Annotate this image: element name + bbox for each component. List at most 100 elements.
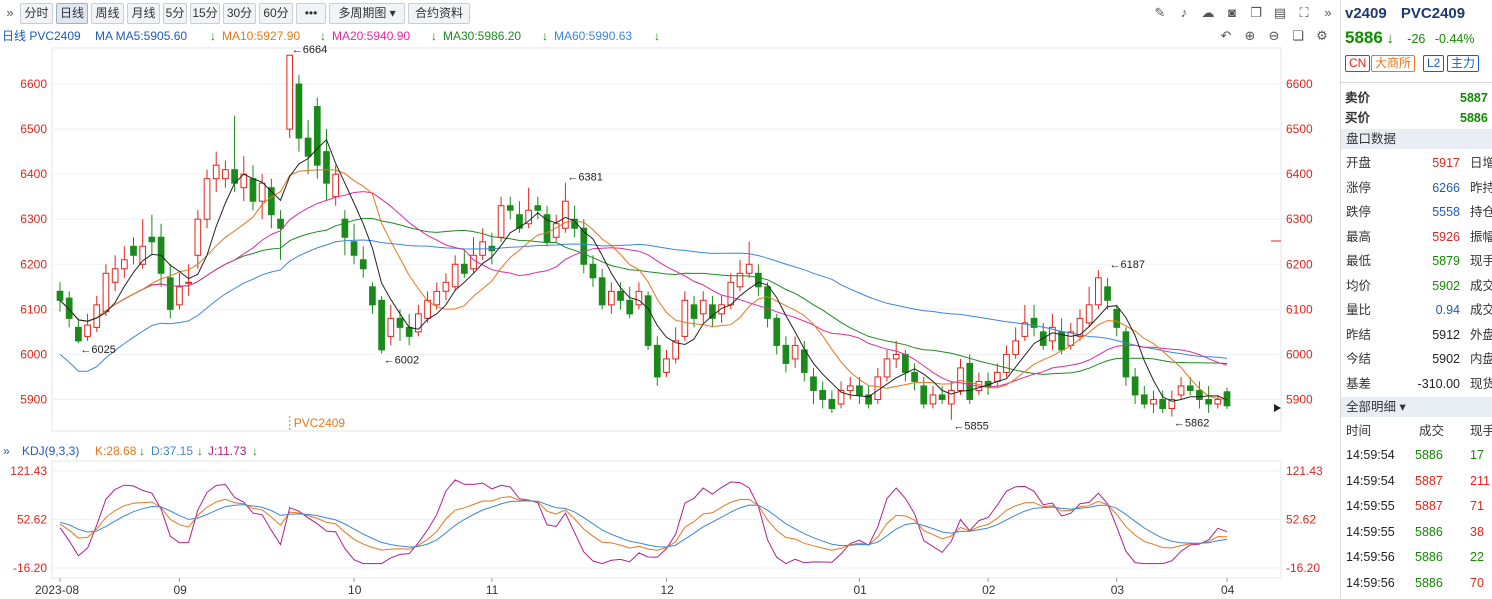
period-button-6[interactable]: 30分: [223, 3, 256, 24]
fullscreen-icon[interactable]: ⛶: [1299, 5, 1309, 20]
candle-body: [525, 209, 532, 225]
annotation-low-2: ←6002: [384, 354, 419, 366]
price-tick-right: 6200: [1286, 257, 1313, 271]
price-change-pct: -0.44%: [1434, 32, 1475, 46]
candle-body: [1085, 304, 1093, 324]
candle-body: [782, 344, 790, 364]
stat-value: -310.00: [1417, 376, 1460, 391]
zoom-out-icon[interactable]: ⊖: [1268, 28, 1280, 43]
kdj-collapse-icon[interactable]: »: [3, 444, 10, 458]
stat-label-2: 内盘: [1470, 352, 1492, 366]
candle-body: [736, 272, 744, 288]
stat-label: 最低: [1346, 254, 1372, 268]
period-button-2[interactable]: 周线: [91, 3, 124, 24]
x-axis-label: 12: [660, 583, 674, 597]
candle-body: [800, 349, 808, 373]
candle-body: [635, 290, 643, 306]
candle-body: [819, 389, 827, 400]
kdj-tick-left: -16.20: [13, 561, 47, 575]
period-button-4[interactable]: 5分: [163, 3, 187, 24]
tick-time: 14:59:55: [1346, 524, 1395, 539]
candle-body: [1214, 398, 1222, 405]
candle-body: [415, 313, 422, 333]
candle-body: [773, 317, 781, 346]
tag-main[interactable]: 主力: [1447, 55, 1480, 72]
kdj-k-arrow-icon: ↓: [139, 444, 145, 458]
price-tick-left: 6600: [20, 77, 47, 91]
kdj-tick-right: 121.43: [1286, 464, 1323, 478]
ma10-arrow-icon: ↓: [320, 29, 326, 43]
candle-body: [607, 290, 615, 306]
stat-label: 基差: [1346, 376, 1372, 391]
price-tick-right: 6000: [1286, 347, 1313, 361]
tag-cn[interactable]: CN: [1345, 55, 1371, 72]
price-tick-left: 6000: [20, 347, 47, 361]
candle-body: [1168, 398, 1176, 409]
x-axis-label: 02: [982, 583, 996, 597]
stat-label: 今结: [1346, 352, 1372, 366]
candle-body: [755, 272, 762, 288]
bell-icon[interactable]: ♪: [1180, 5, 1188, 20]
tick-vol: 211: [1470, 473, 1490, 488]
period-button-7[interactable]: 60分: [259, 3, 293, 24]
candle-body: [856, 385, 863, 396]
candle-body: [828, 398, 836, 409]
copy-icon[interactable]: ❐: [1250, 5, 1262, 20]
candle-body: [745, 263, 753, 274]
export-icon[interactable]: ❏: [1292, 28, 1304, 43]
layout-icon[interactable]: ▤: [1273, 5, 1287, 20]
tick-vol: 71: [1470, 499, 1484, 513]
stats-header[interactable]: 盘口数据: [1341, 129, 1492, 149]
tick-time: 14:59:55: [1346, 499, 1395, 513]
period-button-5[interactable]: 15分: [190, 3, 220, 24]
settings-icon[interactable]: ⚙: [1316, 28, 1328, 43]
candle-body: [120, 259, 128, 270]
period-button-8[interactable]: •••: [296, 3, 326, 24]
period-button-10[interactable]: 合约资料: [408, 3, 470, 24]
ticks-column-header: 成交: [1419, 424, 1445, 438]
undo-icon[interactable]: ↶: [1220, 28, 1232, 43]
pencil-icon[interactable]: ✎: [1154, 5, 1166, 20]
stat-label: 量比: [1346, 303, 1372, 317]
candle-body: [883, 358, 891, 378]
tag-l2[interactable]: L2: [1423, 55, 1445, 72]
cloud-icon[interactable]: ☁: [1201, 5, 1215, 20]
tick-row: 14:59:55 5886 38: [1346, 522, 1492, 542]
price-tick-right: 6300: [1286, 212, 1313, 226]
tick-vol: 17: [1470, 448, 1484, 462]
period-button-0[interactable]: 分时: [20, 3, 53, 24]
period-button-1[interactable]: 日线: [56, 3, 88, 24]
candle-body: [516, 214, 523, 229]
candle-body: [892, 353, 900, 360]
tag-exchange[interactable]: 大商所: [1371, 55, 1416, 72]
price-tick-left: 6400: [20, 167, 47, 181]
period-button-3[interactable]: 月线: [127, 3, 160, 24]
price-tick-left: 6100: [20, 302, 47, 316]
candle-body: [56, 290, 64, 301]
stat-label-2: 昨持: [1470, 180, 1492, 195]
x-axis-label: 11: [486, 583, 499, 597]
tick-price: 5886: [1415, 575, 1443, 590]
candle-body: [194, 218, 202, 256]
camera-icon[interactable]: ◙: [1228, 5, 1236, 20]
candlestick-chart[interactable]: 6600 6600 6500 6500 6400 6400 6300 6300 6200 6200…: [0, 0, 1340, 599]
ticks-header[interactable]: 全部明细 ▾: [1341, 397, 1492, 417]
stat-label-2: 现手: [1470, 254, 1492, 268]
annotation-low-4: ←5862: [1174, 418, 1209, 430]
price-tick-left: 5900: [20, 392, 47, 406]
kdj-tick-left: 52.62: [17, 512, 47, 526]
candle-body: [1021, 322, 1029, 337]
collapse-left-icon[interactable]: »: [6, 5, 14, 20]
collapse-right-icon[interactable]: »: [1324, 5, 1332, 20]
zoom-in-icon[interactable]: ⊕: [1244, 28, 1256, 43]
candle-body: [341, 218, 349, 238]
candle-body: [222, 169, 229, 180]
candle-body: [947, 389, 955, 405]
price-tick-left: 6500: [20, 122, 47, 136]
contract-name: PVC2409: [1400, 5, 1466, 22]
contract-code: v2409: [1345, 5, 1387, 22]
kdj-legend: » KDJ(9,3,3) K:28.68 ↓ D:37.15 ↓ J:11.73…: [0, 443, 1340, 459]
kdj-tick-right: -16.20: [1286, 561, 1320, 575]
period-button-9[interactable]: 多周期图 ▾: [329, 3, 405, 24]
stat-label: 最高: [1346, 229, 1372, 244]
